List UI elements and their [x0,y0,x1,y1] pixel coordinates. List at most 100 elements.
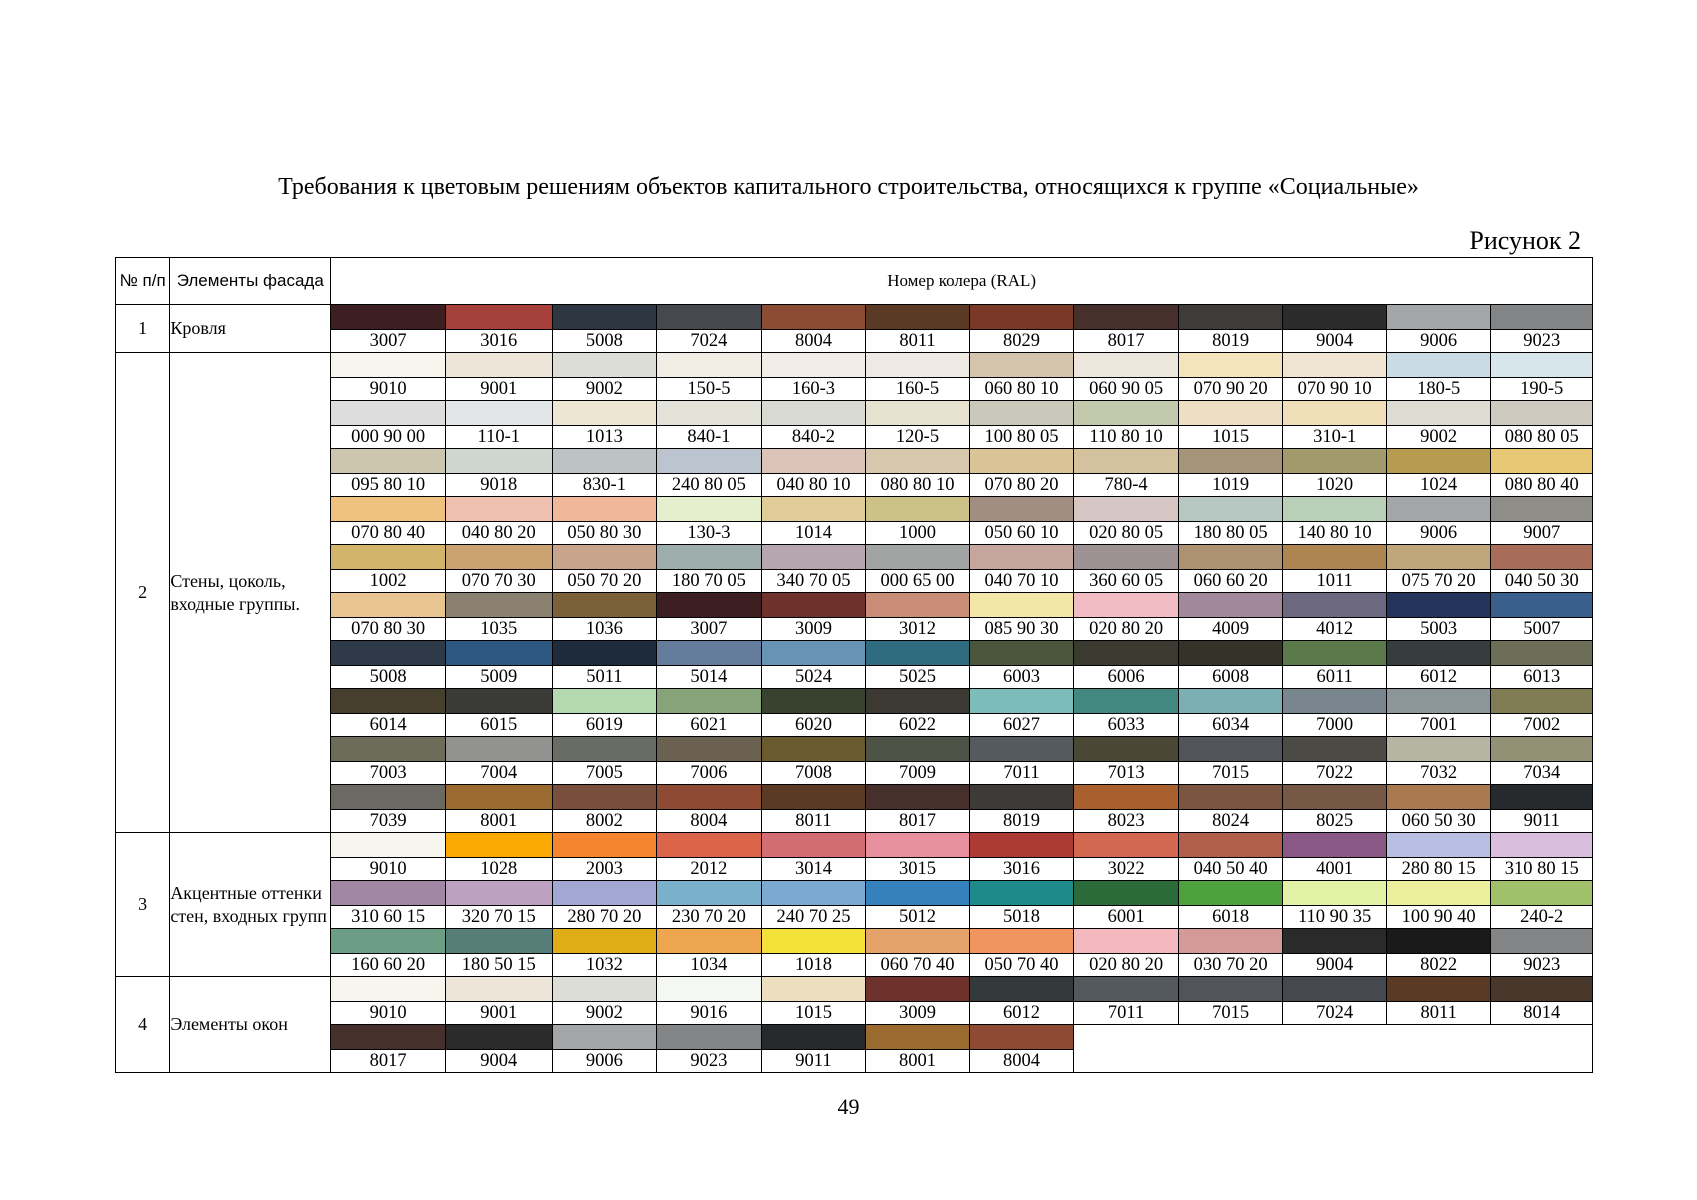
group-number: 4 [114,976,171,1073]
page-title: Требования к цветовым решениям объектов … [278,174,1419,200]
color-swatch [1282,688,1387,714]
color-swatch [1073,640,1179,666]
color-swatch [760,832,867,858]
color-swatch [865,736,970,762]
code-row: 1002 070 70 30 050 70 20 180 70 05 340 70 05… [116,569,1593,593]
ral-code: 3012 [865,617,970,641]
ral-code: 9006 [551,1049,658,1073]
ral-code: 230 70 20 [656,905,762,929]
ral-code: 100 90 40 [1385,905,1492,929]
code-row: 8017 9004 9006 9023 9011 8001 8004 [116,1049,1593,1073]
ral-code: 8011 [760,809,867,833]
swatch-row [116,928,1593,954]
ral-code: 5009 [445,665,553,689]
color-swatch [1385,736,1492,762]
color-swatch [1073,448,1179,474]
ral-code: 9006 [1385,521,1492,545]
ral-code: 7001 [1385,713,1492,737]
ral-code: 5012 [865,905,970,929]
color-swatch [656,688,762,714]
ral-code: 310 80 15 [1490,857,1593,881]
color-swatch [1177,784,1284,810]
ral-code: 5011 [551,665,658,689]
color-swatch [1282,400,1387,426]
header-num: № п/п [114,257,171,305]
ral-code: 060 70 40 [865,953,970,977]
color-swatch [968,784,1075,810]
ral-code: 9004 [445,1049,553,1073]
ral-code: 1000 [865,521,970,545]
ral-code: 9001 [445,1001,553,1025]
ral-code: 3007 [656,617,762,641]
ral-code: 6008 [1177,665,1284,689]
ral-code: 040 50 30 [1490,569,1593,593]
ral-code: 1002 [330,569,446,593]
color-swatch [1490,544,1593,570]
color-swatch [968,880,1075,906]
ral-code: 7006 [656,761,762,785]
color-swatch [865,544,970,570]
ral-code: 1024 [1385,473,1492,497]
color-swatch [330,832,446,858]
color-swatch [1073,736,1179,762]
color-swatch [1073,784,1179,810]
color-swatch [865,448,970,474]
ral-code: 160 60 20 [330,953,446,977]
color-swatch [865,640,970,666]
color-swatch [1177,544,1284,570]
ral-code: 7024 [656,329,762,353]
ral-code: 6003 [968,665,1075,689]
code-row: 3007 3016 5008 7024 8004 8011 8029 8017 8019 9004… [116,329,1593,353]
ral-code: 830-1 [551,473,658,497]
code-row: 160 60 20 180 50 15 1032 1034 1018 060 70 40 0… [116,953,1593,977]
ral-code: 7024 [1282,1001,1387,1025]
color-palette-table: № п/п Элементы фасада Номер колера (RAL)… [114,257,1593,1073]
ral-code: 050 70 20 [551,569,658,593]
color-swatch [1177,880,1284,906]
color-swatch [445,496,553,522]
table-header-row: № п/п Элементы фасада Номер колера (RAL) [114,257,1593,305]
ral-code: 000 90 00 [330,425,446,449]
ral-code: 150-5 [656,377,762,401]
color-swatch [1385,880,1492,906]
ral-code: 840-2 [760,425,867,449]
ral-code: 780-4 [1073,473,1179,497]
ral-code: 9016 [656,1001,762,1025]
color-swatch [656,448,762,474]
color-swatch [1073,880,1179,906]
swatch-row: 4 Элементы окон [114,976,1593,1073]
ral-code: 240 70 25 [760,905,867,929]
ral-code: 160-5 [865,377,970,401]
color-swatch [1073,496,1179,522]
color-swatch [656,640,762,666]
ral-code: 360 60 05 [1073,569,1179,593]
ral-code: 3016 [445,329,553,353]
ral-code: 8017 [1073,329,1179,353]
color-swatch [445,928,553,954]
color-swatch [445,640,553,666]
ral-code: 120-5 [865,425,970,449]
color-swatch [1073,352,1179,378]
swatch-row [116,1024,1593,1073]
ral-code: 020 80 05 [1073,521,1179,545]
code-row: 070 80 30 1035 1036 3007 3009 3012 085 90 30 02… [116,617,1593,641]
color-swatch [1282,640,1387,666]
color-swatch [1073,592,1179,618]
ral-code: 1035 [445,617,553,641]
ral-code: 7032 [1385,761,1492,785]
color-swatch [1177,496,1284,522]
ral-code: 280 80 15 [1385,857,1492,881]
color-swatch [1073,544,1179,570]
ral-code: 130-3 [656,521,762,545]
color-swatch [865,688,970,714]
color-swatch [1073,688,1179,714]
ral-code: 110 80 10 [1073,425,1179,449]
ral-code: 6011 [1282,665,1387,689]
ral-code: 5008 [551,329,658,353]
swatch-row [116,736,1593,762]
color-swatch [551,880,658,906]
color-swatch [1490,736,1593,762]
ral-code: 060 50 30 [1385,809,1492,833]
ral-code: 6020 [760,713,867,737]
color-swatch [760,784,867,810]
